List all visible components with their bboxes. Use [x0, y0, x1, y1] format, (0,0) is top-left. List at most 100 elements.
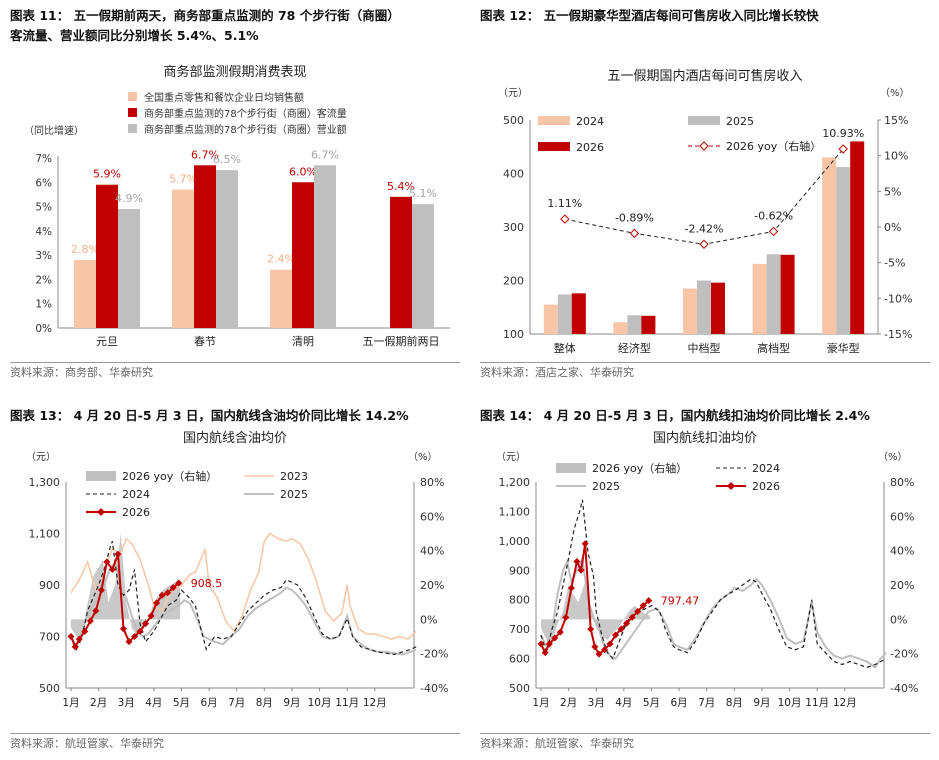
y-tick-label: 200 — [503, 275, 524, 288]
y-tick-label: 1,000 — [499, 535, 531, 548]
y2-tick-label: -15% — [884, 328, 912, 341]
marker-2026 — [537, 640, 545, 648]
data-label: 5.1% — [409, 187, 437, 200]
source-note: 资料来源：航班管家、华泰研究 — [10, 737, 164, 750]
bar — [683, 288, 697, 334]
x-tick-label: 11月 — [805, 697, 829, 709]
marker-2026 — [551, 634, 559, 642]
legend-label: 2026 — [752, 480, 780, 493]
bar — [270, 269, 292, 328]
data-label: 4.9% — [115, 192, 143, 205]
legend-swatch — [128, 124, 137, 133]
legend-swatch — [556, 463, 586, 473]
legend-label: 2025 — [726, 115, 754, 128]
marker-2026 — [581, 540, 589, 548]
bar — [292, 182, 314, 328]
data-label: 797.47 — [661, 595, 700, 608]
marker-2026 — [634, 607, 642, 615]
marker-2026 — [75, 635, 83, 643]
bar — [822, 157, 837, 334]
y2-tick-label: 20% — [420, 579, 444, 592]
x-tick-label: 清明 — [292, 335, 314, 348]
data-label: -0.89% — [615, 211, 654, 224]
legend-swatch — [727, 482, 735, 490]
legend-label: 2025 — [592, 480, 620, 493]
chart-fig12: 五一假期国内酒店每间可售房收入 （元） （%） 100 200 300 400 500 -15%… — [498, 68, 912, 355]
legend-label: 2024 — [576, 115, 604, 128]
bar — [613, 322, 628, 334]
y-tick-label: 1% — [35, 299, 52, 311]
y2-tick-label: 60% — [890, 510, 914, 523]
y2-tick-label: 20% — [890, 579, 914, 592]
y-tick-label: 5% — [35, 202, 52, 214]
panel-fig13: 图表 13： 4 月 20 日-5 月 3 日，国内航线含油均价同比增长 14.… — [10, 406, 460, 756]
marker-2026 — [142, 620, 150, 628]
x-tick-label: 9月 — [283, 697, 300, 709]
marker-2026 — [595, 650, 603, 658]
x-tick-label: 3月 — [588, 697, 605, 709]
y2-tick-label: 60% — [420, 510, 444, 523]
marker-2026 — [71, 643, 79, 651]
data-label: -0.62% — [754, 209, 793, 222]
legend-label: 2026 yoy（右轴） — [122, 469, 217, 483]
yoy-marker — [838, 144, 848, 154]
x-tick-label: 整体 — [554, 341, 576, 355]
legend-swatch — [538, 116, 570, 125]
legend-label: 2026 yoy（右轴） — [592, 461, 687, 475]
x-tick-label: 经济型 — [618, 341, 651, 355]
y-tick-label: 900 — [509, 564, 530, 577]
bar — [836, 167, 851, 334]
legend-swatch — [86, 471, 116, 481]
x-tick-label: 11月 — [335, 697, 359, 709]
legend-label: 商务部重点监测的78个步行街（商圈）客流量 — [144, 107, 347, 120]
bar — [172, 189, 194, 328]
marker-2026 — [591, 643, 599, 651]
bar — [216, 170, 238, 328]
panel-fig11: 图表 11： 五一假期前两天，商务部重点监测的 78 个步行街（商圈） 客流量、营… — [10, 6, 460, 380]
y-tick-label: 3% — [35, 250, 52, 262]
legend-swatch — [128, 108, 137, 117]
legend-swatch — [688, 116, 720, 125]
bar — [390, 196, 412, 328]
figure-title: 图表 11： 五一假期前两天，商务部重点监测的 78 个步行街（商圈） 客流量、营… — [10, 8, 400, 43]
marker-2026 — [125, 638, 133, 646]
x-tick-label: 8月 — [256, 697, 273, 709]
marker-2026 — [545, 640, 553, 648]
y-tick-label: 800 — [509, 594, 530, 607]
panel-fig12: 图表 12： 五一假期豪华型酒店每间可售房收入同比增长较快 五一假期国内酒店每间… — [480, 6, 930, 380]
y-tick-label: 100 — [503, 328, 524, 341]
chart-title: 商务部监测假期消费表现 — [163, 64, 306, 80]
y2-tick-label: 0% — [420, 613, 437, 626]
x-tick-label: 中档型 — [688, 341, 721, 355]
x-tick-label: 5月 — [173, 697, 190, 709]
bar — [96, 184, 118, 328]
y-tick-label: 4% — [35, 226, 52, 238]
y-tick-label: 7% — [35, 153, 52, 165]
chart-fig13: 国内航线含油均价 （元） （%） 500 700 900 1,100 1,300 -40% -20… — [26, 430, 448, 709]
y2-tick-label: 5% — [884, 185, 901, 198]
marker-2026 — [645, 597, 653, 605]
data-label: 908.5 — [191, 577, 223, 590]
y2-axis-label: （%） — [878, 451, 908, 463]
y-tick-label: 300 — [503, 221, 524, 234]
marker-2026 — [119, 625, 127, 633]
legend-label: 2026 yoy（右轴） — [726, 139, 821, 153]
yoy-area — [541, 581, 651, 651]
marker-2026 — [628, 613, 636, 621]
legend-swatch — [538, 142, 570, 151]
marker-2026 — [562, 613, 570, 621]
line-2023 — [70, 532, 417, 641]
y-tick-label: 900 — [39, 579, 60, 592]
y-axis-label: （元） — [496, 451, 526, 463]
x-tick-label: 2月 — [90, 697, 107, 709]
x-tick-label: 春节 — [194, 335, 216, 348]
bar — [711, 282, 725, 334]
bar — [74, 260, 96, 328]
x-tick-label: 6月 — [201, 697, 218, 709]
marker-2026 — [158, 591, 166, 599]
x-tick-label: 1月 — [532, 697, 549, 709]
legend-label: 2025 — [280, 488, 308, 501]
yoy-marker — [560, 214, 570, 224]
marker-2026 — [86, 617, 94, 625]
source-note: 资料来源：商务部、华泰研究 — [10, 366, 153, 379]
